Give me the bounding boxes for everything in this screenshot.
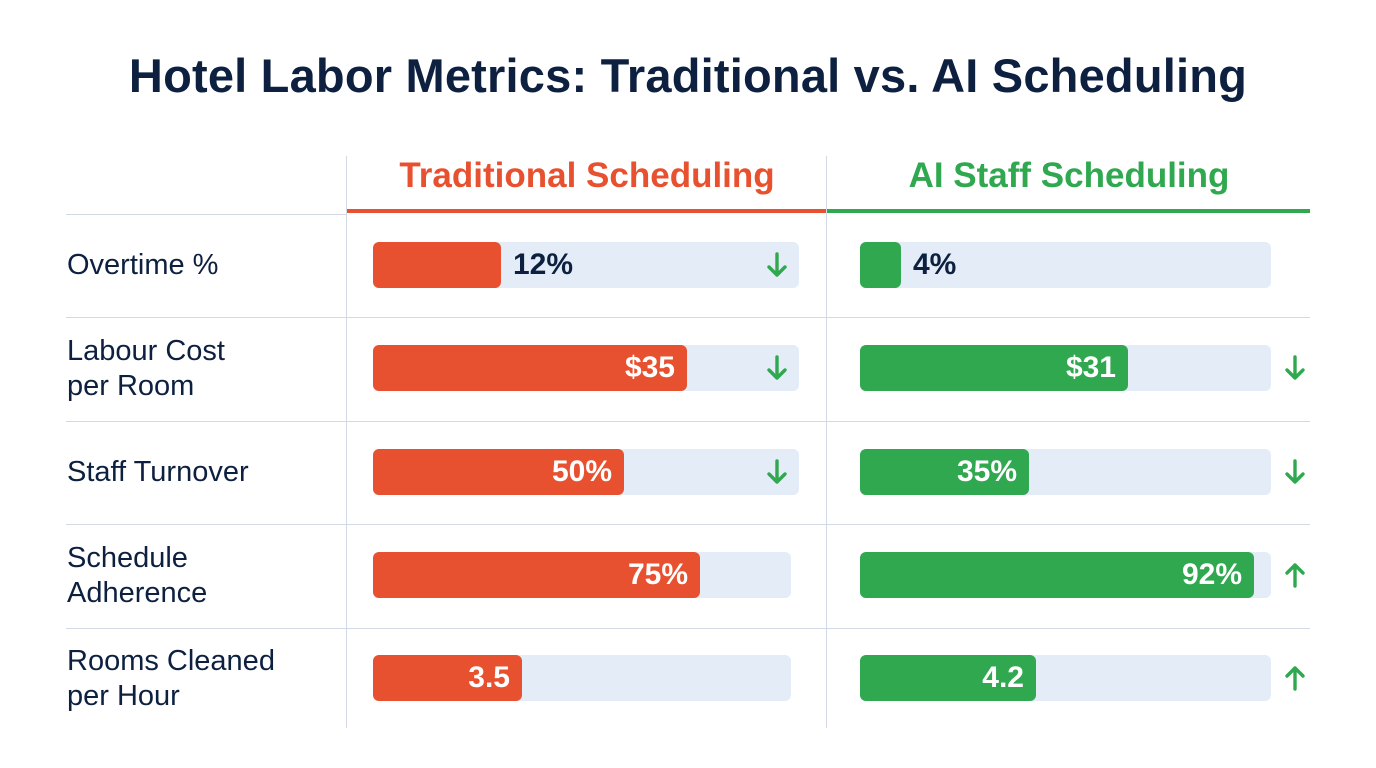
bar-track-traditional: $35: [373, 345, 799, 391]
column-header-traditional: Traditional Scheduling: [399, 156, 775, 195]
value-label: 4.2: [982, 661, 1024, 694]
bar-traditional: [373, 655, 522, 701]
bar-traditional: [373, 345, 687, 391]
row-separator: [66, 317, 1310, 318]
column-divider: [826, 156, 827, 728]
bar-track-traditional: 75%: [373, 552, 791, 598]
row-label: Staff Turnover: [67, 456, 249, 488]
value-label: 12%: [513, 248, 574, 281]
bar-ai: [860, 242, 901, 288]
row-label: Overtime %: [67, 249, 219, 281]
bar-traditional: [373, 242, 501, 288]
bar-ai: [860, 449, 1029, 495]
column-header-ai: AI Staff Scheduling: [908, 156, 1230, 195]
value-label: $35: [624, 351, 675, 384]
value-label: 3.5: [468, 661, 510, 694]
column-divider: [346, 156, 347, 728]
bar-track-traditional: 50%: [373, 449, 799, 495]
value-label: 75%: [627, 558, 688, 591]
chart-title: Hotel Labor Metrics: Traditional vs. AI …: [128, 49, 1248, 102]
arrow-down-icon: [1283, 353, 1307, 383]
row-label: Rooms Cleaned per Hour: [67, 645, 275, 712]
arrow-up-icon: [1283, 560, 1307, 590]
value-label: 50%: [551, 455, 612, 488]
bar-ai: [860, 345, 1128, 391]
row-label: Labour Cost per Room: [67, 335, 225, 402]
value-label: 35%: [956, 455, 1017, 488]
bar-track-ai: 4%: [860, 242, 1271, 288]
bar-track-ai: $31: [860, 345, 1271, 391]
bar-track-traditional: 12%: [373, 242, 799, 288]
bar-track-ai: 4.2: [860, 655, 1271, 701]
bar-track-traditional: 3.5: [373, 655, 791, 701]
row-separator: [66, 214, 346, 215]
arrow-down-icon: [765, 353, 789, 383]
row-separator: [66, 421, 1310, 422]
value-label: 92%: [1181, 558, 1242, 591]
arrow-down-icon: [765, 457, 789, 487]
bar-traditional: [373, 449, 624, 495]
bar-ai: [860, 655, 1036, 701]
bar-track-ai: 35%: [860, 449, 1271, 495]
bar-ai: [860, 552, 1254, 598]
row-label: Schedule Adherence: [67, 542, 208, 609]
value-label: $31: [1065, 351, 1116, 384]
arrow-down-icon: [765, 250, 789, 280]
arrow-up-icon: [1283, 663, 1307, 693]
row-separator: [66, 628, 1310, 629]
arrow-down-icon: [1283, 457, 1307, 487]
bar-track-ai: 92%: [860, 552, 1271, 598]
value-label: 4%: [913, 248, 957, 281]
column-underline-ai: [827, 209, 1310, 213]
row-separator: [66, 524, 1310, 525]
column-underline-traditional: [347, 209, 827, 213]
bar-traditional: [373, 552, 700, 598]
